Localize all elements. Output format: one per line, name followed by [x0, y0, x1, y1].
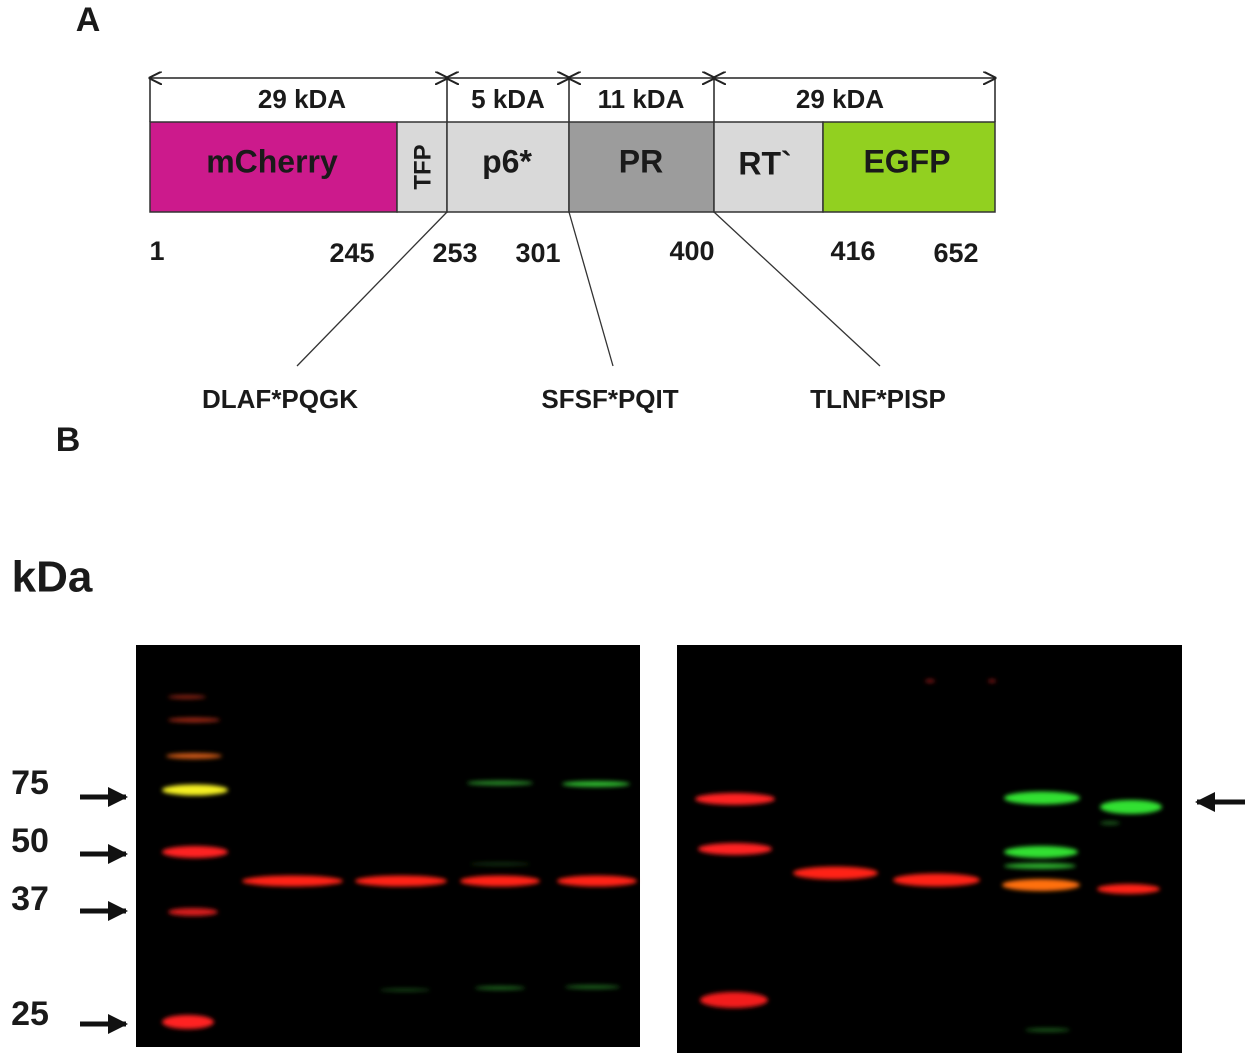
band [700, 992, 768, 1008]
band [475, 986, 525, 990]
band [168, 695, 206, 699]
marker-label: 37 [11, 880, 49, 918]
band [242, 875, 343, 887]
domain-label: PR [619, 143, 663, 179]
marker-label: 75 [11, 764, 49, 802]
band [166, 753, 222, 759]
position: 1 [149, 236, 164, 266]
band [168, 717, 220, 723]
cleavage-site: TLNF*PISP [810, 384, 946, 414]
size-brackets [150, 78, 995, 122]
band [695, 793, 775, 805]
band [565, 985, 620, 989]
band [1004, 863, 1076, 869]
band [355, 875, 447, 887]
domain-label: EGFP [863, 143, 950, 179]
band [1100, 800, 1162, 814]
band [1002, 879, 1080, 891]
band [557, 875, 637, 887]
band [460, 875, 540, 887]
band [1025, 1028, 1070, 1032]
band [162, 1015, 214, 1029]
band [162, 784, 228, 796]
band [1004, 846, 1078, 858]
band [470, 862, 530, 866]
segment-size: 11 kDA [598, 84, 685, 114]
marker-arrows [80, 787, 1245, 1034]
domain-label: p6* [482, 143, 532, 179]
domain-label: TFP [409, 144, 436, 189]
panel-label: A [76, 1, 101, 39]
cleavage-site: SFSF*PQIT [541, 384, 678, 414]
position: 652 [933, 238, 978, 268]
segment-size: 5 kDA [471, 84, 545, 114]
position: 416 [830, 236, 875, 266]
band [793, 866, 878, 880]
band [925, 679, 935, 683]
band [168, 908, 218, 916]
position: 301 [515, 238, 560, 268]
segment-size: 29 kDA [796, 84, 884, 114]
position: 400 [669, 236, 714, 266]
domain-label: RT` [738, 145, 791, 181]
domain-boxes [149, 121, 996, 213]
position: 253 [432, 238, 477, 268]
band [1004, 791, 1080, 805]
cleavage-site: DLAF*PQGK [202, 384, 358, 414]
marker-label: 25 [11, 995, 49, 1033]
band [467, 780, 533, 786]
band [1097, 884, 1160, 894]
band [698, 843, 772, 855]
panel-label: B [56, 421, 81, 459]
band [988, 679, 996, 683]
segment-size: 29 kDA [258, 84, 346, 114]
domain-label: mCherry [206, 143, 338, 179]
bands [162, 679, 1162, 1032]
band [1100, 821, 1120, 825]
position: 245 [329, 238, 374, 268]
band [162, 846, 228, 858]
band [380, 988, 430, 992]
band [893, 873, 980, 887]
band [562, 781, 630, 787]
blot-left [136, 645, 640, 1047]
unit-label: kDa [12, 553, 93, 602]
marker-label: 50 [11, 822, 49, 860]
cleavage-lines [296, 211, 881, 367]
